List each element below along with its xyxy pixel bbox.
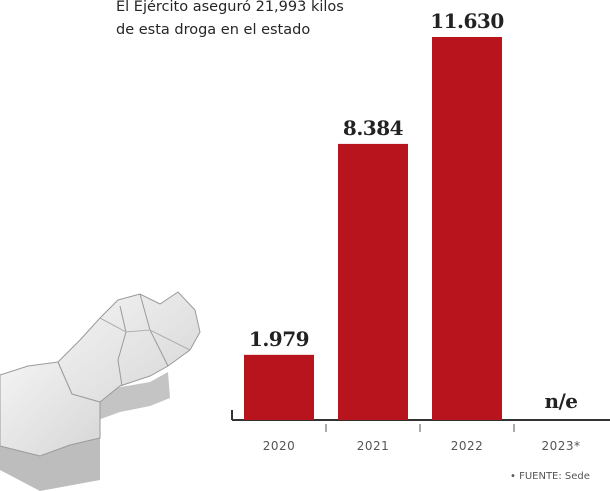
- value-label-2023: n/e: [544, 389, 577, 413]
- x-tick-label-2020: 2020: [263, 439, 296, 453]
- source-note: • FUENTE: Sede: [510, 471, 590, 482]
- bar-2022: [432, 37, 502, 420]
- bar-2020: [244, 354, 314, 420]
- yucatan-peninsula-map-icon: [0, 291, 201, 491]
- x-tick-label-2022: 2022: [451, 439, 484, 453]
- value-label-2020: 1.979: [249, 327, 309, 351]
- value-label-2021: 8.384: [343, 116, 404, 140]
- x-tick-label-2021: 2021: [357, 439, 390, 453]
- x-tick-label-2023: 2023*: [541, 439, 580, 453]
- subtitle-line-1: El Ejército aseguró 21,993 kilos: [116, 0, 344, 15]
- value-label-2022: 11.630: [430, 9, 504, 33]
- subtitle-line-2: de esta droga en el estado: [116, 22, 311, 38]
- bar-2021: [338, 143, 408, 420]
- chart-subtitle: El Ejército aseguró 21,993 kilos de esta…: [116, 0, 416, 42]
